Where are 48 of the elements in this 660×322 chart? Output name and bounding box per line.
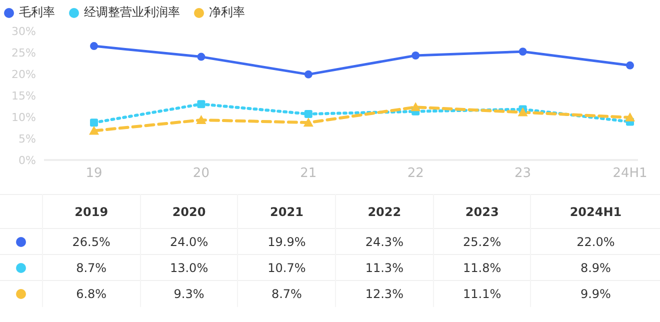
text: 2019	[42, 194, 140, 228]
x-tick-label: 23	[514, 166, 532, 182]
data-label: 13.0%	[140, 254, 238, 280]
data-label: 11.8%	[433, 254, 531, 280]
point	[89, 126, 99, 135]
point	[410, 102, 421, 112]
point	[518, 48, 527, 56]
text: 2020	[140, 194, 238, 228]
point	[90, 42, 98, 50]
text: 2024H1	[530, 194, 660, 228]
data-label: 11.1%	[433, 280, 531, 306]
point	[197, 52, 206, 61]
legend-label: 净利率	[208, 4, 245, 21]
data-label: 25.2%	[433, 228, 531, 254]
point	[304, 110, 312, 118]
x-tick-label: 22	[407, 166, 424, 182]
data-label: 8.7%	[42, 254, 140, 280]
data-label: 24.0%	[140, 228, 238, 254]
point	[197, 100, 206, 108]
data-label: 8.9%	[530, 254, 660, 280]
x-tick-label: 21	[300, 166, 317, 182]
x-tick-label: 20	[192, 166, 210, 182]
point	[518, 107, 528, 116]
text: 2022	[336, 194, 434, 228]
point	[90, 118, 98, 127]
point	[304, 70, 312, 78]
point	[196, 115, 206, 124]
text: 2021	[238, 194, 336, 228]
data-label: 9.9%	[530, 280, 660, 306]
point	[625, 112, 635, 122]
data-label: 10.7%	[238, 254, 336, 280]
x-tick-label: 19	[86, 166, 102, 182]
text: 2023	[433, 194, 531, 228]
data-label: 11.3%	[336, 254, 434, 280]
data-label: 8.7%	[238, 280, 336, 306]
legend-label: 毛利率	[18, 4, 55, 21]
x-tick-label: 24H1	[612, 166, 648, 182]
data-label: 24.3%	[336, 228, 434, 254]
data-label: 12.3%	[336, 280, 434, 306]
data-label: 6.8%	[42, 280, 140, 306]
data-label: 22.0%	[530, 228, 660, 254]
legend-label: 经调整营业利润率	[83, 4, 180, 21]
data-label: 26.5%	[42, 228, 140, 254]
point	[303, 118, 314, 127]
data-label: 19.9%	[238, 228, 336, 254]
data-label: 9.3%	[140, 280, 238, 306]
point	[412, 52, 420, 60]
point	[626, 61, 634, 70]
